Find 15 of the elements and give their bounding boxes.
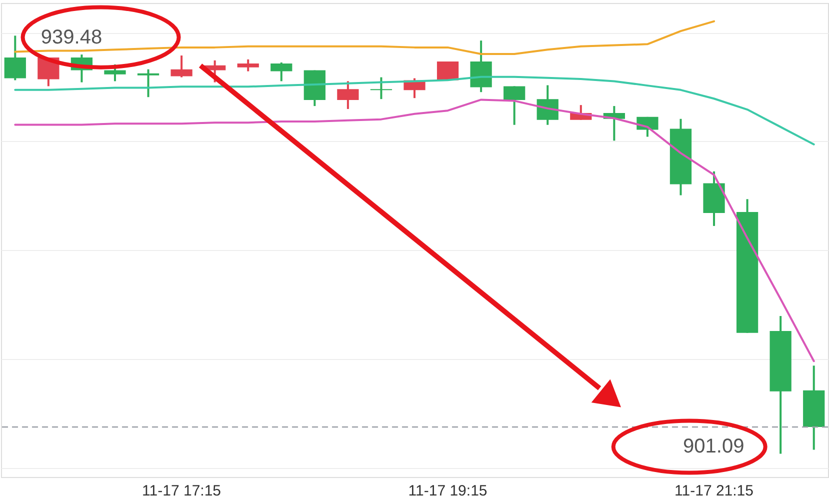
candlestick	[104, 63, 126, 82]
candlestick	[237, 58, 259, 72]
x-tick-label: 11-17 19:15	[408, 482, 488, 498]
candlestick	[370, 76, 392, 100]
candlestick	[170, 54, 192, 78]
candlestick	[536, 84, 558, 126]
x-tick-label: 11-17 17:15	[142, 482, 222, 498]
candlestick	[337, 80, 359, 110]
candlestick	[504, 85, 526, 126]
annotation: 939.48	[40, 26, 102, 48]
x-tick-label: 11-17 21:15	[674, 482, 754, 498]
candlestick	[137, 68, 160, 98]
candlestick	[4, 34, 26, 82]
candlestick	[270, 61, 292, 82]
annotation: 901.09	[683, 436, 744, 458]
